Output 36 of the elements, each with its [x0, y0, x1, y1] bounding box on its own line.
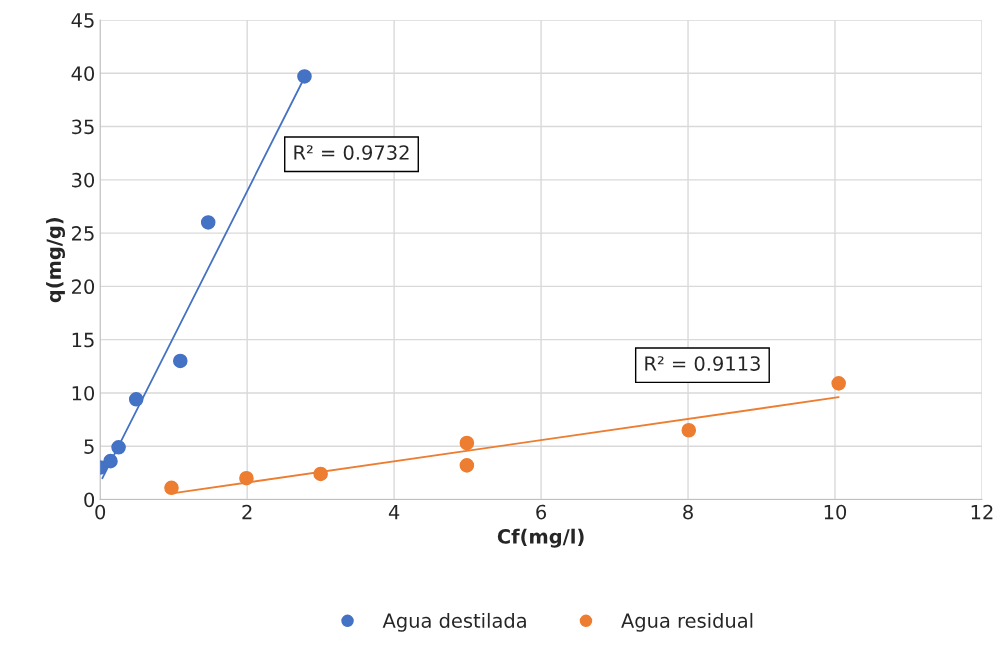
point [111, 440, 126, 455]
y-tick-label: 5 [84, 439, 94, 454]
point [128, 392, 144, 407]
x-axis-title: Cf(mg/l) [497, 528, 584, 548]
legend-label: Agua residual [621, 612, 753, 632]
y-tick-label: 0 [84, 492, 95, 508]
annotation: R² = 0.9732 [294, 145, 409, 160]
y-tick-label: 30 [72, 172, 95, 188]
y-tick-label: 40 [71, 66, 95, 81]
point [173, 353, 188, 369]
point [239, 470, 254, 486]
y-tick-label: 25 [72, 226, 94, 241]
point [200, 215, 216, 230]
y-tick-label: 10 [72, 385, 95, 401]
point [164, 480, 179, 496]
y-tick-label: 20 [72, 279, 95, 295]
point [313, 466, 328, 482]
x-tick-label: 2 [242, 504, 252, 520]
point [297, 69, 312, 84]
y-tick-label: 45 [71, 13, 94, 28]
x-tick-label: 6 [536, 504, 547, 520]
x-tick-label: 10 [824, 504, 847, 520]
y-axis-title: q(mg/g) [46, 217, 66, 303]
x-tick-label: 0 [95, 504, 106, 520]
point [681, 422, 697, 438]
y-tick-label: 35 [72, 119, 94, 135]
annotation: R² = 0.9113 [645, 356, 760, 371]
y-tick-label: 15 [72, 332, 94, 348]
x-tick-label: 4 [388, 504, 400, 520]
point [459, 458, 475, 473]
legend-label: Agua destilada [382, 612, 526, 632]
x-tick-label: 12 [971, 504, 993, 520]
point [459, 435, 475, 451]
point [103, 453, 118, 469]
x-tick-label: 8 [683, 504, 693, 520]
point [831, 376, 846, 391]
